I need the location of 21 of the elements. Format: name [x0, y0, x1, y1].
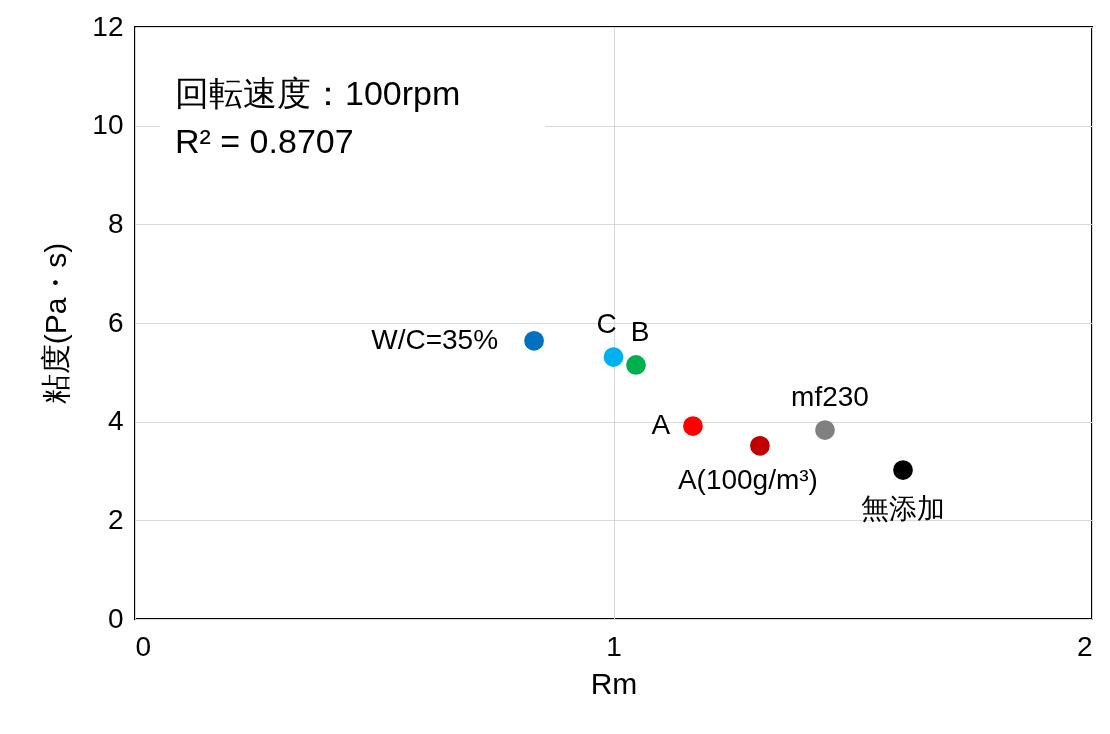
- x-tick-label: 1: [606, 630, 622, 662]
- x-tick-label: 2: [1076, 630, 1093, 662]
- y-tick-label: 4: [107, 405, 124, 437]
- series-label: A: [651, 409, 671, 441]
- y-tick-label: 10: [92, 109, 124, 141]
- x-axis-title: Rm: [590, 666, 638, 700]
- y-tick-label: 6: [107, 306, 124, 338]
- series-label: mf230: [791, 381, 869, 413]
- y-tick-label: 12: [92, 10, 124, 42]
- x-tick-label: 0: [135, 630, 152, 662]
- series-label: B: [630, 315, 650, 347]
- series-label: 無添加: [860, 493, 945, 525]
- series-label: A(100g/m³): [677, 463, 818, 495]
- y-tick-label: 0: [107, 602, 124, 634]
- series-label: C: [596, 308, 617, 340]
- annotation: 回転速度：100rpm: [175, 74, 461, 112]
- y-tick-label: 8: [107, 207, 124, 239]
- series-label: W/C=35%: [371, 323, 499, 355]
- y-axis-title: 粘度(Pa・s): [39, 242, 73, 405]
- y-tick-label: 2: [107, 503, 124, 535]
- annotation: R² = 0.8707: [175, 122, 354, 160]
